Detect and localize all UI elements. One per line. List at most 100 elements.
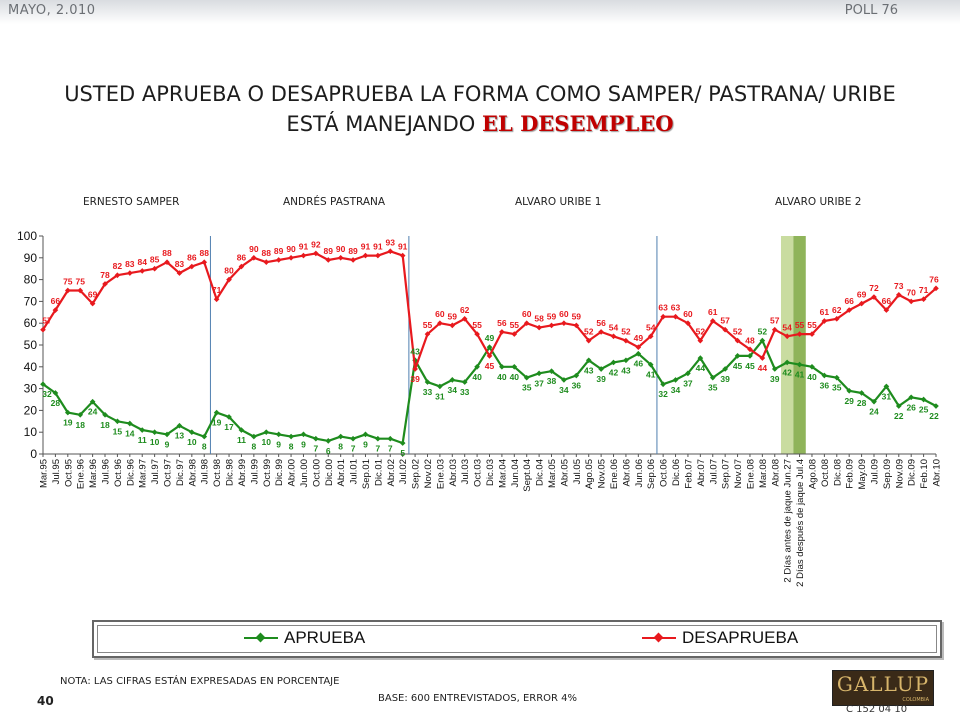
data-point <box>288 254 294 261</box>
x-tick-label: Abr.02 <box>386 459 397 486</box>
data-label: 61 <box>820 307 830 317</box>
x-tick-label: Jul.96 <box>101 459 112 484</box>
highlight-band <box>793 236 806 454</box>
data-label: 88 <box>162 248 172 258</box>
data-label: 43 <box>621 365 631 375</box>
data-point <box>176 422 183 429</box>
data-label: 48 <box>745 335 755 345</box>
data-label: 60 <box>435 309 445 319</box>
data-label: 85 <box>150 255 160 265</box>
date-label: MAYO, 2.010 <box>8 3 96 18</box>
x-tick-label: Dic.99 <box>274 459 285 486</box>
data-label: 34 <box>671 385 681 395</box>
data-label: 9 <box>363 439 368 449</box>
period-label-pastrana: ANDRÉS PASTRANA <box>283 196 386 208</box>
data-label: 17 <box>224 422 234 432</box>
data-point <box>114 272 121 279</box>
data-label: 69 <box>88 290 98 300</box>
data-point <box>734 353 741 359</box>
x-tick-label: Oct.96 <box>113 459 124 487</box>
data-point <box>461 315 468 322</box>
data-label: 83 <box>175 259 185 269</box>
x-tick-label: Jul.09 <box>869 459 880 484</box>
data-label: 57 <box>720 316 730 326</box>
x-tick-label: Feb.10 <box>919 459 930 489</box>
data-point <box>313 435 319 442</box>
data-label: 11 <box>237 435 246 445</box>
data-label: 56 <box>596 318 606 328</box>
data-label: 43 <box>584 365 594 375</box>
data-label: 45 <box>745 361 755 371</box>
data-label: 32 <box>42 389 52 399</box>
data-point <box>275 257 282 263</box>
data-label: 66 <box>844 296 854 306</box>
data-point <box>561 320 567 327</box>
data-point <box>126 420 133 427</box>
x-tick-label: Jul.03 <box>460 459 471 484</box>
data-label: 10 <box>187 437 197 447</box>
x-tick-label: Sept.04 <box>522 459 533 492</box>
x-tick-label: Oct.08 <box>820 459 831 487</box>
data-label: 73 <box>894 281 904 291</box>
data-label: 36 <box>820 381 830 391</box>
data-label: 56 <box>497 318 507 328</box>
x-tick-label: Sep.06 <box>646 459 657 489</box>
footnote: NOTA: LAS CIFRAS ESTÁN EXPRESADAS EN POR… <box>60 676 340 687</box>
data-label: 92 <box>311 239 321 249</box>
data-label: 8 <box>338 442 343 452</box>
data-label: 55 <box>472 320 482 330</box>
document-code: C 152 04 10 <box>846 704 908 715</box>
data-point <box>337 254 344 261</box>
data-label: 90 <box>286 244 296 254</box>
data-label: 8 <box>202 442 207 452</box>
data-label: 35 <box>832 383 842 393</box>
x-tick-label: Jul.99 <box>249 459 260 484</box>
x-tick-label: Sep.07 <box>721 459 732 489</box>
x-tick-label: Abr.98 <box>187 459 198 486</box>
data-label: 63 <box>671 303 681 313</box>
data-point <box>263 259 270 265</box>
data-label: 54 <box>782 322 792 332</box>
data-label: 10 <box>150 437 160 447</box>
data-label: 34 <box>448 385 458 395</box>
data-label: 18 <box>75 420 85 430</box>
data-label: 83 <box>125 259 135 269</box>
data-point <box>399 440 406 446</box>
x-tick-label: Feb.07 <box>683 459 694 489</box>
data-label: 57 <box>770 316 780 326</box>
x-tick-label: Jun.04 <box>510 459 521 488</box>
data-label: 62 <box>832 305 842 315</box>
x-tick-label: Jul.05 <box>572 459 583 484</box>
data-label: 49 <box>634 333 644 343</box>
data-label: 8 <box>289 442 294 452</box>
y-tick-label: 70 <box>24 294 38 308</box>
data-label: 40 <box>497 372 507 382</box>
data-label: 59 <box>547 311 557 321</box>
x-tick-label: Sep.02 <box>411 459 422 489</box>
data-point <box>536 370 542 377</box>
x-tick-label: Ene.03 <box>435 459 446 489</box>
data-label: 6 <box>326 446 331 456</box>
data-point <box>598 366 604 372</box>
x-tick-label: Oct.97 <box>163 459 174 487</box>
data-label: 37 <box>534 378 544 388</box>
data-point <box>399 252 406 259</box>
data-label: 24 <box>869 407 879 417</box>
x-tick-label: Dic.97 <box>175 459 186 486</box>
data-label: 61 <box>708 307 718 317</box>
data-point <box>771 326 778 333</box>
x-tick-label: Nov.09 <box>894 459 905 488</box>
x-tick-label: Abr.07 <box>696 459 707 486</box>
data-label: 52 <box>584 327 594 337</box>
chart-title-line2: ESTÁ MANEJANDO EL DESEMPLEO <box>20 110 940 138</box>
chart-title-prefix: ESTÁ MANEJANDO <box>286 112 482 136</box>
data-label: 52 <box>758 327 768 337</box>
data-label: 10 <box>262 437 272 447</box>
data-label: 7 <box>313 444 318 454</box>
data-label: 90 <box>336 244 346 254</box>
x-tick-label: Abr.03 <box>448 459 459 486</box>
x-tick-label: Nov.05 <box>597 459 608 488</box>
data-label: 39 <box>720 374 730 384</box>
base-note: BASE: 600 ENTREVISTADOS, ERROR 4% <box>378 693 578 704</box>
data-label: 22 <box>894 411 904 421</box>
